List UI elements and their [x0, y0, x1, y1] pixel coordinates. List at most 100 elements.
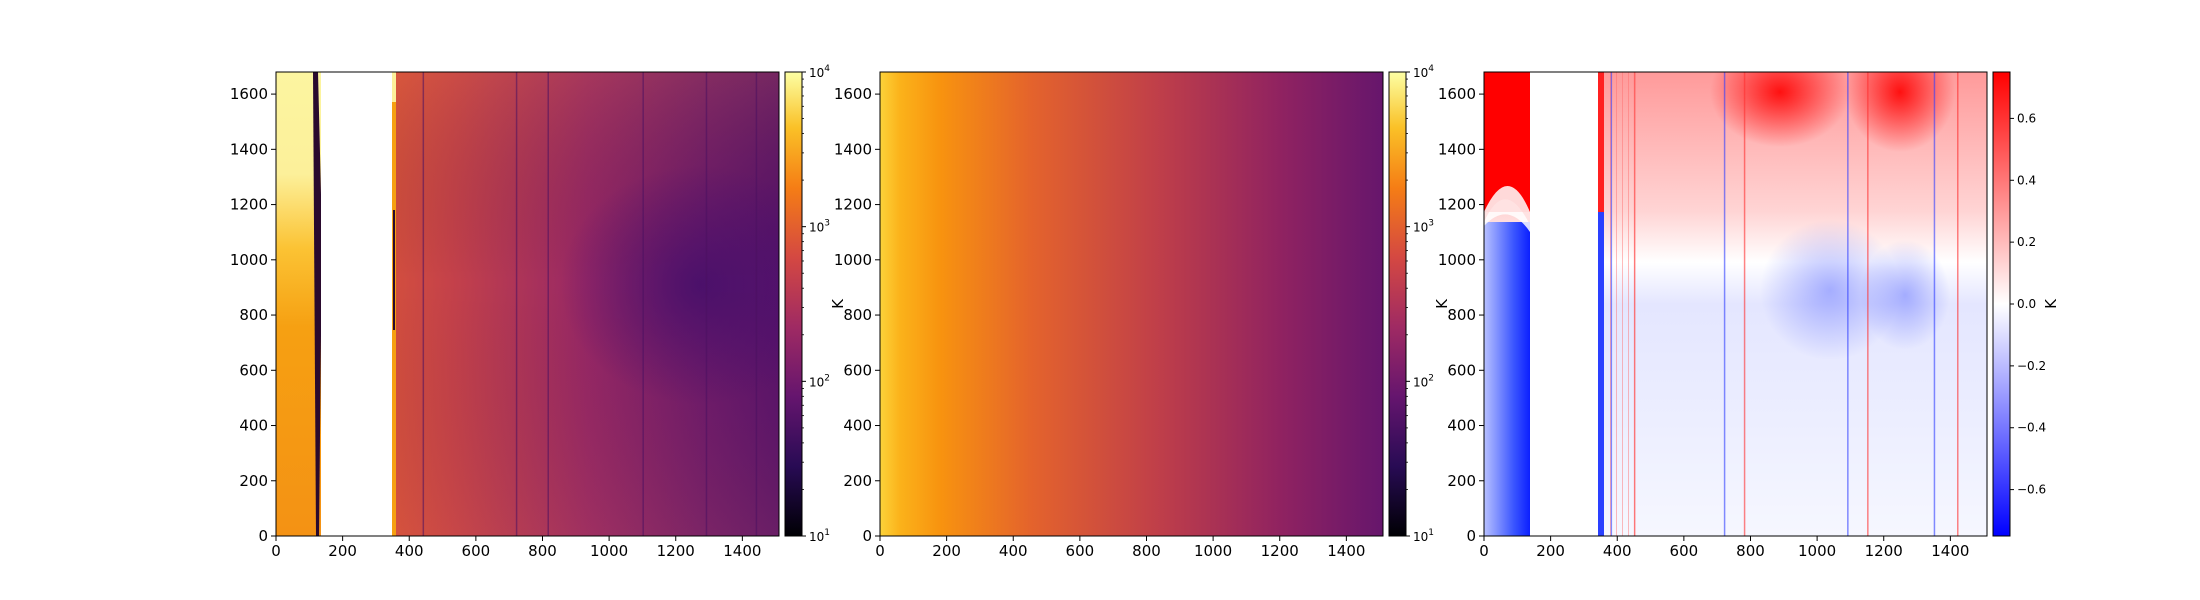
- y-tick-label: 1600: [834, 85, 872, 103]
- noise-streak: [1616, 72, 1617, 536]
- y-tick-label: 0: [1466, 527, 1476, 545]
- vertical-streak: [642, 72, 644, 536]
- y-tick-label: 1400: [1438, 140, 1476, 158]
- colorbar-tick-label: 101: [1413, 528, 1434, 544]
- vertical-streak: [1867, 72, 1869, 536]
- colorbar-tick-base: 10: [809, 530, 824, 544]
- x-tick-label: 800: [1132, 542, 1161, 560]
- x-tick-label: 400: [1603, 542, 1632, 560]
- y-tick-label: 800: [239, 306, 268, 324]
- vertical-streak: [422, 72, 425, 536]
- vertical-streak: [1610, 72, 1613, 536]
- heatmap-2-image: [880, 72, 1383, 536]
- x-tick-label: 0: [1479, 542, 1489, 560]
- y-tick-label: 0: [862, 527, 872, 545]
- y-tick-label: 1000: [1438, 251, 1476, 269]
- heatmap-panel-3: 0 200 400 600 800 1000 1200 1400 0 200 400 600 800 1…: [1438, 71, 2060, 560]
- vertical-streak: [1723, 72, 1726, 536]
- y-tick-label: 200: [1447, 472, 1476, 490]
- colorbar-tick-label: 0.0: [2017, 297, 2036, 311]
- vertical-streak: [705, 72, 708, 536]
- colorbar-tick-base: 10: [809, 221, 824, 235]
- colorbar-tick-exponent: 4: [824, 64, 830, 74]
- x-tick-label: 600: [462, 542, 491, 560]
- x-tick-label: 1000: [590, 542, 628, 560]
- y-tick-label: 1200: [230, 196, 268, 214]
- colorbar-tick-label: −0.6: [2017, 483, 2046, 497]
- y-tick-label: 1200: [834, 196, 872, 214]
- vertical-streak: [755, 72, 758, 536]
- x-tick-label: 200: [1536, 542, 1565, 560]
- colorbar-tick-label: 0.2: [2017, 235, 2036, 249]
- x-tick-label: 1000: [1798, 542, 1836, 560]
- colorbar-tick-exponent: 2: [1428, 373, 1434, 383]
- y-tick-label: 400: [843, 417, 872, 435]
- colorbar-1: [785, 72, 802, 536]
- colorbar-tick-exponent: 2: [824, 373, 830, 383]
- colorbar-tick-label: 104: [1413, 64, 1434, 80]
- colorbar-tick-exponent: 4: [1428, 64, 1434, 74]
- vertical-streak: [1633, 72, 1636, 536]
- x-tick-label: 1400: [1931, 542, 1969, 560]
- y-tick-label: 1000: [230, 251, 268, 269]
- vertical-streak: [547, 72, 549, 536]
- y-tick-label: 400: [239, 417, 268, 435]
- x-tick-label: 600: [1670, 542, 1699, 560]
- colorbar-3-label: K: [2042, 298, 2060, 309]
- x-tick-label: 800: [1736, 542, 1765, 560]
- vertical-streak: [1743, 72, 1746, 536]
- x-tick-label: 0: [875, 542, 885, 560]
- heatmap-panel-2: 0 200 400 600 800 1000 1200 1400 0 200 400 600 800 1…: [834, 64, 1451, 560]
- colorbar-tick-base: 10: [809, 66, 824, 80]
- vertical-streak: [515, 72, 518, 536]
- y-tick-label: 1400: [834, 140, 872, 158]
- colorbar-tick-base: 10: [809, 375, 824, 389]
- y-tick-label: 600: [1447, 361, 1476, 379]
- colorbar-tick-exponent: 3: [1428, 219, 1434, 229]
- noise-streak: [1622, 72, 1623, 536]
- colorbar-tick-label: 0.6: [2017, 111, 2036, 125]
- colorbar-tick-label: 102: [1413, 373, 1434, 389]
- colorbar-tick-label: 102: [809, 373, 830, 389]
- y-tick-label: 800: [843, 306, 872, 324]
- y-tick-label: 200: [843, 472, 872, 490]
- colorbar-3: [1993, 72, 2010, 536]
- colorbar-tick-exponent: 3: [824, 219, 830, 229]
- x-tick-label: 400: [395, 542, 424, 560]
- colorbar-tick-exponent: 1: [824, 528, 830, 538]
- colorbar-tick-label: −0.4: [2017, 421, 2046, 435]
- vertical-streak: [1933, 72, 1936, 536]
- x-tick-label: 1200: [1261, 542, 1299, 560]
- y-tick-label: 800: [1447, 306, 1476, 324]
- heatmap-1-image: [276, 72, 779, 536]
- colorbar-tick-base: 10: [1413, 530, 1428, 544]
- x-tick-label: 200: [932, 542, 961, 560]
- colorbar-2: [1389, 72, 1406, 536]
- colorbar-tick-base: 10: [1413, 66, 1428, 80]
- x-tick-label: 1200: [657, 542, 695, 560]
- colorbar-1-label: K: [829, 298, 847, 309]
- x-tick-label: 1400: [723, 542, 761, 560]
- colorbar-tick-label: 103: [1413, 219, 1434, 235]
- colorbar-tick-exponent: 1: [1428, 528, 1434, 538]
- x-tick-label: 0: [271, 542, 281, 560]
- colorbar-tick-label: 101: [809, 528, 830, 544]
- y-tick-label: 1000: [834, 251, 872, 269]
- y-tick-label: 600: [239, 361, 268, 379]
- y-tick-label: 1600: [230, 85, 268, 103]
- noise-streak: [1634, 72, 1635, 536]
- y-tick-label: 0: [258, 527, 268, 545]
- x-tick-label: 1200: [1865, 542, 1903, 560]
- colorbar-tick-label: −0.2: [2017, 359, 2046, 373]
- colorbar-tick-base: 10: [1413, 375, 1428, 389]
- x-tick-label: 1400: [1327, 542, 1365, 560]
- vertical-streak: [1847, 72, 1849, 536]
- heatmap-3-image: [1484, 72, 1987, 536]
- noise-streak: [1610, 72, 1611, 536]
- x-tick-label: 200: [328, 542, 357, 560]
- noise-streak: [1628, 72, 1629, 536]
- colorbar-tick-base: 10: [1413, 221, 1428, 235]
- y-tick-label: 1600: [1438, 85, 1476, 103]
- x-tick-label: 1000: [1194, 542, 1232, 560]
- y-tick-label: 600: [843, 361, 872, 379]
